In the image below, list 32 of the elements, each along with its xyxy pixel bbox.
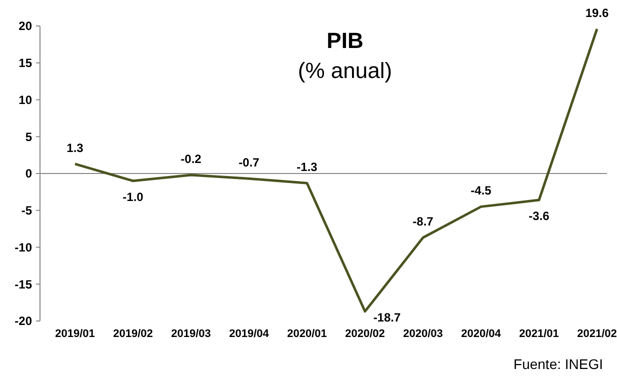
x-tick-label: 2021/01: [519, 328, 559, 340]
y-tick-label: -10: [14, 240, 32, 254]
x-tick-label: 2019/02: [113, 328, 153, 340]
x-tick-label: 2020/04: [461, 328, 502, 340]
x-tick-label: 2019/03: [171, 328, 211, 340]
y-tick-label: -15: [14, 277, 32, 292]
data-label: 19.6: [585, 6, 609, 20]
data-label: -4.5: [470, 184, 492, 198]
data-label: -0.7: [238, 156, 260, 170]
data-label: -18.7: [373, 310, 401, 324]
y-tick-label: -20: [14, 314, 32, 328]
data-label: -3.6: [528, 209, 550, 224]
x-tick-label: 2019/01: [55, 328, 95, 340]
source-note: Fuente: INEGI: [514, 356, 603, 372]
text: (% anual): [298, 58, 392, 83]
x-tick-label: 2020/01: [287, 328, 327, 340]
data-label: -8.7: [412, 214, 434, 229]
y-tick-label: 5: [25, 130, 32, 144]
x-tick-label: 2021/02: [577, 328, 617, 340]
chart-title: PIB: [326, 28, 364, 53]
x-tick-label: 2020/02: [345, 328, 385, 340]
y-tick-label: 0: [25, 166, 32, 181]
data-label: -0.2: [180, 152, 202, 166]
x-tick-label: 2019/04: [229, 328, 270, 340]
y-tick-label: 15: [18, 56, 32, 70]
y-tick-label: 20: [18, 19, 32, 34]
y-tick-label: 10: [18, 92, 32, 107]
data-label: 1.3: [66, 140, 84, 155]
y-tick-label: -5: [21, 204, 32, 218]
data-label: -1.0: [122, 190, 144, 204]
x-tick-label: 2020/03: [403, 328, 443, 340]
data-label: -1.3: [296, 160, 318, 174]
